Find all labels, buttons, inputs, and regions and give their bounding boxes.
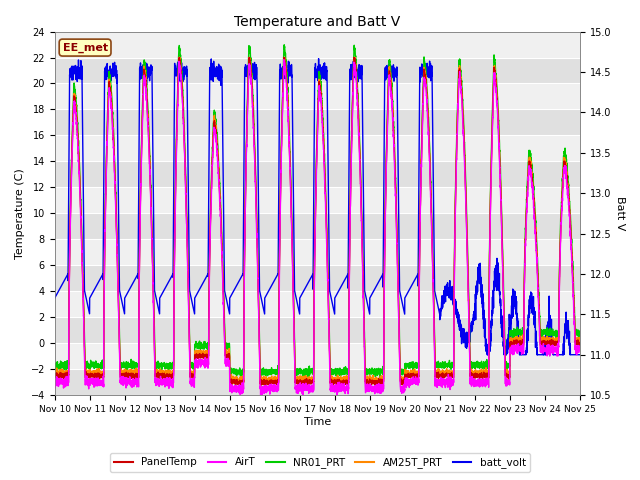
X-axis label: Time: Time bbox=[303, 417, 331, 427]
Bar bbox=[54, 58, 580, 84]
Bar bbox=[54, 84, 580, 109]
Y-axis label: Batt V: Batt V bbox=[615, 196, 625, 230]
Y-axis label: Temperature (C): Temperature (C) bbox=[15, 168, 25, 259]
Bar bbox=[54, 291, 580, 317]
Bar bbox=[54, 32, 580, 58]
Bar bbox=[54, 369, 580, 395]
Title: Temperature and Batt V: Temperature and Batt V bbox=[234, 15, 401, 29]
Bar bbox=[54, 317, 580, 343]
Bar bbox=[54, 343, 580, 369]
Bar bbox=[54, 109, 580, 135]
Bar bbox=[54, 265, 580, 291]
Bar bbox=[54, 213, 580, 240]
Bar bbox=[54, 135, 580, 161]
Bar bbox=[54, 240, 580, 265]
Legend: PanelTemp, AirT, NR01_PRT, AM25T_PRT, batt_volt: PanelTemp, AirT, NR01_PRT, AM25T_PRT, ba… bbox=[110, 453, 530, 472]
Bar bbox=[54, 187, 580, 213]
Text: EE_met: EE_met bbox=[63, 42, 108, 53]
Bar bbox=[54, 161, 580, 187]
